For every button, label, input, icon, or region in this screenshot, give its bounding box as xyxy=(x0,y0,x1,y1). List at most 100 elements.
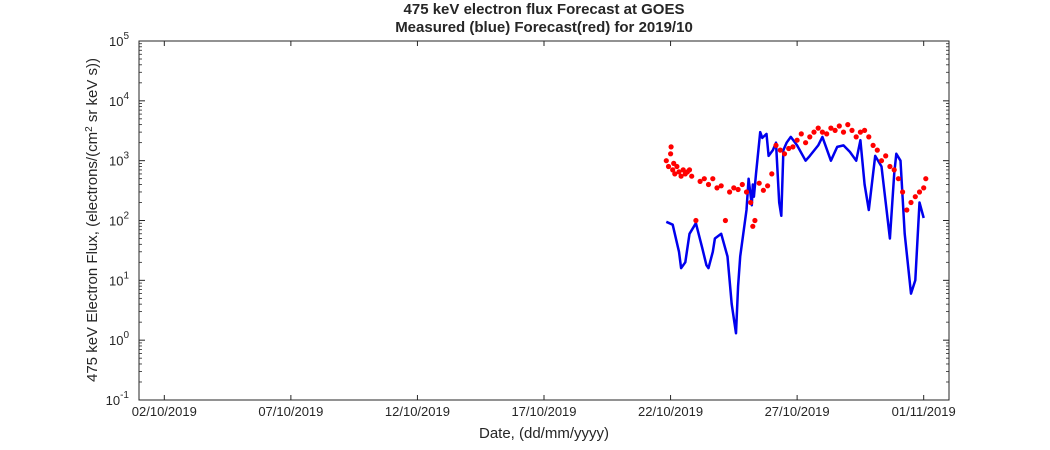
forecast-point xyxy=(756,180,762,186)
forecast-point xyxy=(731,185,737,191)
forecast-point xyxy=(803,140,809,146)
forecast-point xyxy=(895,176,902,182)
y-tick-base: 10 xyxy=(106,393,120,408)
forecast-point xyxy=(853,134,859,140)
forecast-point xyxy=(750,223,756,229)
forecast-point xyxy=(794,137,800,143)
forecast-point xyxy=(722,217,729,224)
y-tick-base: 10 xyxy=(109,273,123,288)
forecast-point xyxy=(923,176,929,182)
y-tick-label: 104 xyxy=(109,91,129,109)
y-tick-label: 105 xyxy=(109,31,129,49)
y-tick-base: 10 xyxy=(109,333,123,348)
forecast-point xyxy=(777,147,783,153)
forecast-point xyxy=(748,199,754,206)
forecast-point xyxy=(836,123,842,129)
y-tick-label: 10-1 xyxy=(106,390,130,408)
forecast-point xyxy=(781,151,788,157)
forecast-point xyxy=(849,127,855,133)
x-tick-label: 17/10/2019 xyxy=(511,404,576,419)
forecast-point xyxy=(743,189,750,195)
y-tick-exponent: 1 xyxy=(123,270,129,281)
forecast-point xyxy=(697,178,703,184)
forecast-point xyxy=(824,131,830,137)
x-axis-label: Date, (dd/mm/yyyy) xyxy=(479,425,609,442)
forecast-point xyxy=(883,153,889,159)
forecast-point xyxy=(819,129,826,135)
series-layer xyxy=(663,122,929,335)
forecast-point xyxy=(671,160,677,166)
forecast-point xyxy=(832,127,838,133)
chart-subtitle: Measured (blue) Forecast(red) for 2019/1… xyxy=(395,19,693,36)
forecast-point xyxy=(857,129,864,135)
y-axis-label-end: sr keV s)) xyxy=(84,58,101,126)
y-tick-base: 10 xyxy=(109,94,123,109)
y-tick-label: 102 xyxy=(109,211,129,229)
forecast-point xyxy=(718,183,724,189)
forecast-point xyxy=(904,207,910,213)
x-tick-label: 02/10/2019 xyxy=(132,404,197,419)
forecast-point xyxy=(815,125,821,131)
forecast-point xyxy=(693,217,699,224)
forecast-point xyxy=(765,183,771,189)
forecast-point xyxy=(752,217,758,224)
x-tick-label: 01/11/2019 xyxy=(892,404,956,419)
forecast-point xyxy=(807,134,813,140)
forecast-point xyxy=(701,176,707,182)
x-tick-label: 07/10/2019 xyxy=(258,404,323,419)
forecast-point xyxy=(798,131,804,137)
forecast-point xyxy=(790,144,796,150)
y-tick-base: 10 xyxy=(109,34,123,49)
forecast-point xyxy=(887,163,893,170)
forecast-point xyxy=(674,163,680,170)
forecast-point xyxy=(670,167,676,173)
y-tick-exponent: 5 xyxy=(123,31,129,42)
forecast-point xyxy=(828,125,834,131)
forecast-point xyxy=(735,186,741,193)
forecast-point xyxy=(769,171,775,177)
x-axis: 02/10/2019 07/10/2019 12/10/2019 17/10/2019… xyxy=(132,41,956,419)
y-tick-exponent: 4 xyxy=(123,91,129,102)
forecast-point xyxy=(680,167,686,173)
y-tick-label: 100 xyxy=(109,330,129,348)
forecast-point xyxy=(676,169,682,175)
y-tick-exponent: 3 xyxy=(123,151,129,162)
forecast-point xyxy=(668,151,674,157)
forecast-point xyxy=(665,163,672,170)
y-tick-label: 103 xyxy=(109,151,129,169)
forecast-point xyxy=(705,181,712,188)
forecast-point xyxy=(663,158,669,164)
forecast-point xyxy=(866,134,872,140)
y-tick-exponent: 2 xyxy=(123,211,129,222)
forecast-point xyxy=(710,176,716,182)
forecast-point xyxy=(773,142,779,148)
forecast-point xyxy=(845,122,851,128)
x-tick-label: 27/10/2019 xyxy=(765,404,830,419)
forecast-point xyxy=(916,189,923,195)
forecast-point xyxy=(921,185,927,191)
forecast-point xyxy=(862,127,868,133)
y-axis-label-sup: 2 xyxy=(84,126,95,132)
x-tick-label: 22/10/2019 xyxy=(638,404,703,419)
y-tick-label: 101 xyxy=(109,270,129,288)
forecast-point xyxy=(840,129,847,135)
chart-title: 475 keV electron flux Forecast at GOES xyxy=(404,1,685,18)
forecast-point xyxy=(878,158,885,164)
forecast-point xyxy=(870,142,876,148)
forecast-point xyxy=(678,173,684,179)
forecast-point xyxy=(686,167,693,173)
x-tick-label: 12/10/2019 xyxy=(385,404,450,419)
y-tick-base: 10 xyxy=(109,154,123,169)
forecast-point xyxy=(891,167,897,173)
forecast-point xyxy=(874,147,880,153)
forecast-point xyxy=(689,173,695,179)
y-tick-exponent: 0 xyxy=(123,330,129,341)
forecast-point xyxy=(672,171,678,177)
plot-area-frame xyxy=(138,40,950,401)
y-axis-label-main: 475 keV Electron Flux, (electrons/(cm xyxy=(84,132,101,382)
measured-line xyxy=(665,130,925,335)
forecast-point xyxy=(912,194,918,200)
y-tick-base: 10 xyxy=(109,214,123,229)
